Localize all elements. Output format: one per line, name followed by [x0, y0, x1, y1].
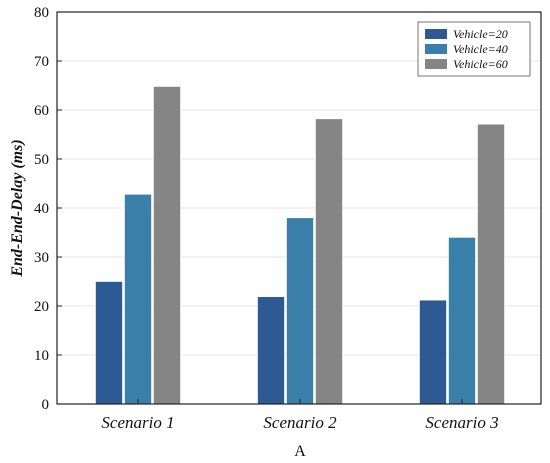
- y-tick-label: 60: [34, 103, 49, 119]
- y-tick-label: 20: [34, 299, 49, 315]
- legend-label: Vehicle=20: [453, 27, 508, 41]
- y-tick-label: 10: [34, 348, 49, 364]
- legend-swatch: [425, 44, 447, 54]
- x-tick-label: Scenario 1: [101, 413, 174, 432]
- y-tick-label: 30: [34, 250, 49, 266]
- x-ticks: Scenario 1 Scenario 2 Scenario 3: [101, 399, 499, 432]
- y-ticks: 0 10 20 30 40 50 60 70 80: [34, 5, 62, 413]
- subfigure-label: A: [294, 443, 306, 460]
- x-tick-label: Scenario 3: [425, 413, 498, 432]
- bar-vehicle-20-3: [419, 299, 447, 405]
- bar-vehicle-60-3: [477, 123, 505, 405]
- x-tick-label: Scenario 2: [263, 413, 337, 432]
- bar-vehicle-40-3: [448, 237, 476, 405]
- bar-vehicle-60-1: [153, 86, 181, 405]
- bar-vehicle-60-2: [315, 118, 343, 405]
- y-tick-label: 70: [34, 54, 49, 70]
- bar-vehicle-40-1: [124, 193, 152, 405]
- y-tick-label: 50: [34, 152, 49, 168]
- bar-vehicle-20-2: [257, 296, 285, 405]
- y-tick-label: 0: [42, 397, 50, 413]
- legend-swatch: [425, 29, 447, 39]
- y-tick-label: 80: [34, 5, 49, 21]
- legend-label: Vehicle=60: [453, 57, 508, 71]
- bar-vehicle-20-1: [95, 281, 123, 405]
- y-tick-label: 40: [34, 201, 49, 217]
- legend-label: Vehicle=40: [453, 42, 508, 56]
- bar-vehicle-40-2: [286, 217, 314, 405]
- y-axis-title: End-End-Delay (ms): [9, 139, 26, 277]
- bars: [95, 86, 505, 405]
- legend-swatch: [425, 59, 447, 69]
